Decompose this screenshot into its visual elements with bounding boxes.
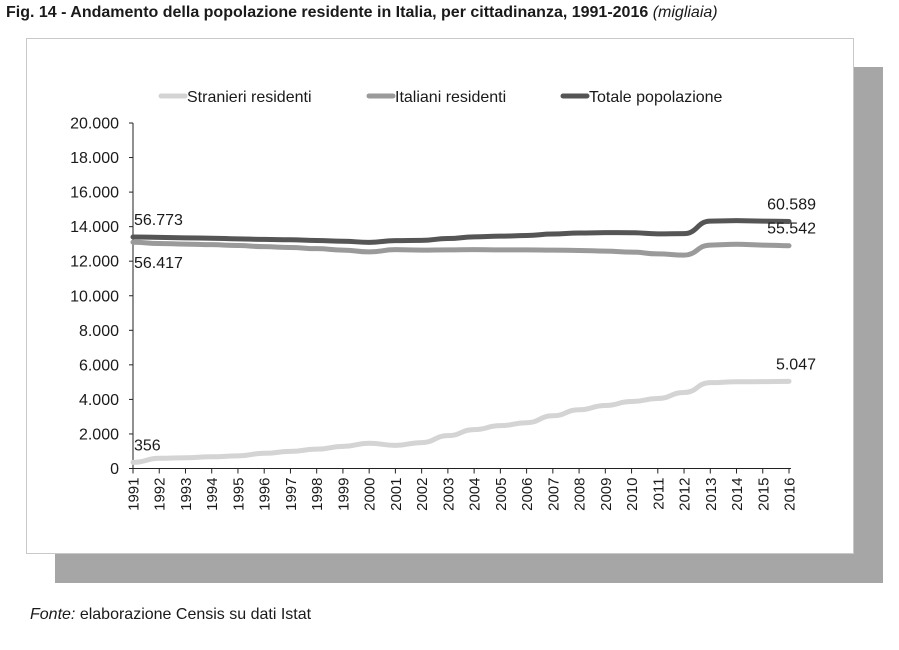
y-tick-label: 10.000	[70, 288, 119, 305]
x-tick-label: 2007	[545, 478, 562, 511]
x-tick-label: 2016	[782, 478, 799, 511]
x-tick-label: 2005	[493, 478, 510, 511]
legend-label-3: Totale popolazione	[589, 89, 723, 106]
source-label: Fonte:	[30, 606, 76, 623]
figure-title-unit: (migliaia)	[652, 4, 718, 21]
x-tick-label: 2009	[598, 478, 615, 511]
y-tick-label: 4.000	[79, 392, 119, 409]
data-label: 356	[134, 437, 161, 454]
series-line-1	[130, 378, 792, 465]
x-tick-label: 2010	[624, 478, 641, 511]
data-label: 56.417	[134, 255, 183, 272]
x-tick-label: 2014	[729, 478, 746, 511]
x-tick-label: 1991	[126, 478, 143, 511]
x-tick-label: 2015	[755, 478, 772, 511]
x-tick-label: 2000	[362, 478, 379, 511]
data-label: 56.773	[134, 212, 183, 229]
x-tick-label: 1993	[178, 478, 195, 511]
x-tick-label: 1994	[204, 478, 221, 511]
y-tick-label: 12.000	[70, 254, 119, 271]
x-tick-label: 2006	[519, 478, 536, 511]
figure-title: Fig. 14 - Andamento della popolazione re…	[6, 4, 718, 22]
data-label: 55.542	[767, 221, 816, 238]
y-tick-label: 2.000	[79, 426, 119, 443]
x-tick-label: 2012	[677, 478, 694, 511]
x-tick-label: 2011	[650, 478, 667, 510]
y-tick-label: 16.000	[70, 185, 119, 202]
source-note: Fonte: elaborazione Censis su dati Istat	[30, 606, 311, 624]
x-tick-label: 1996	[257, 478, 274, 511]
x-tick-label: 1999	[335, 478, 352, 511]
x-tick-label: 2004	[467, 478, 484, 511]
x-tick-label: 2002	[414, 478, 431, 511]
y-tick-label: 14.000	[70, 219, 119, 236]
x-tick-label: 2013	[703, 478, 720, 511]
x-tick-label: 2003	[440, 478, 457, 511]
series-line-2	[130, 239, 792, 258]
legend-label-2: Italiani residenti	[395, 89, 506, 106]
source-text: elaborazione Censis su dati Istat	[79, 606, 312, 623]
y-tick-label: 18.000	[70, 150, 119, 167]
data-label: 5.047	[776, 356, 816, 373]
x-tick-label: 1995	[230, 478, 247, 511]
series-line-3	[130, 218, 792, 245]
figure-title-text: Fig. 14 - Andamento della popolazione re…	[6, 4, 649, 21]
x-tick-label: 1998	[309, 478, 326, 511]
x-tick-label: 1997	[283, 478, 300, 511]
x-tick-label: 2008	[572, 478, 589, 511]
y-tick-label: 8.000	[79, 323, 119, 340]
legend-label-1: Stranieri residenti	[187, 89, 312, 106]
x-tick-label: 1992	[152, 478, 169, 511]
y-tick-label: 0	[110, 461, 119, 478]
x-tick-label: 2001	[388, 478, 405, 511]
y-tick-label: 6.000	[79, 357, 119, 374]
y-tick-label: 20.000	[70, 116, 119, 133]
data-label: 60.589	[767, 196, 816, 213]
